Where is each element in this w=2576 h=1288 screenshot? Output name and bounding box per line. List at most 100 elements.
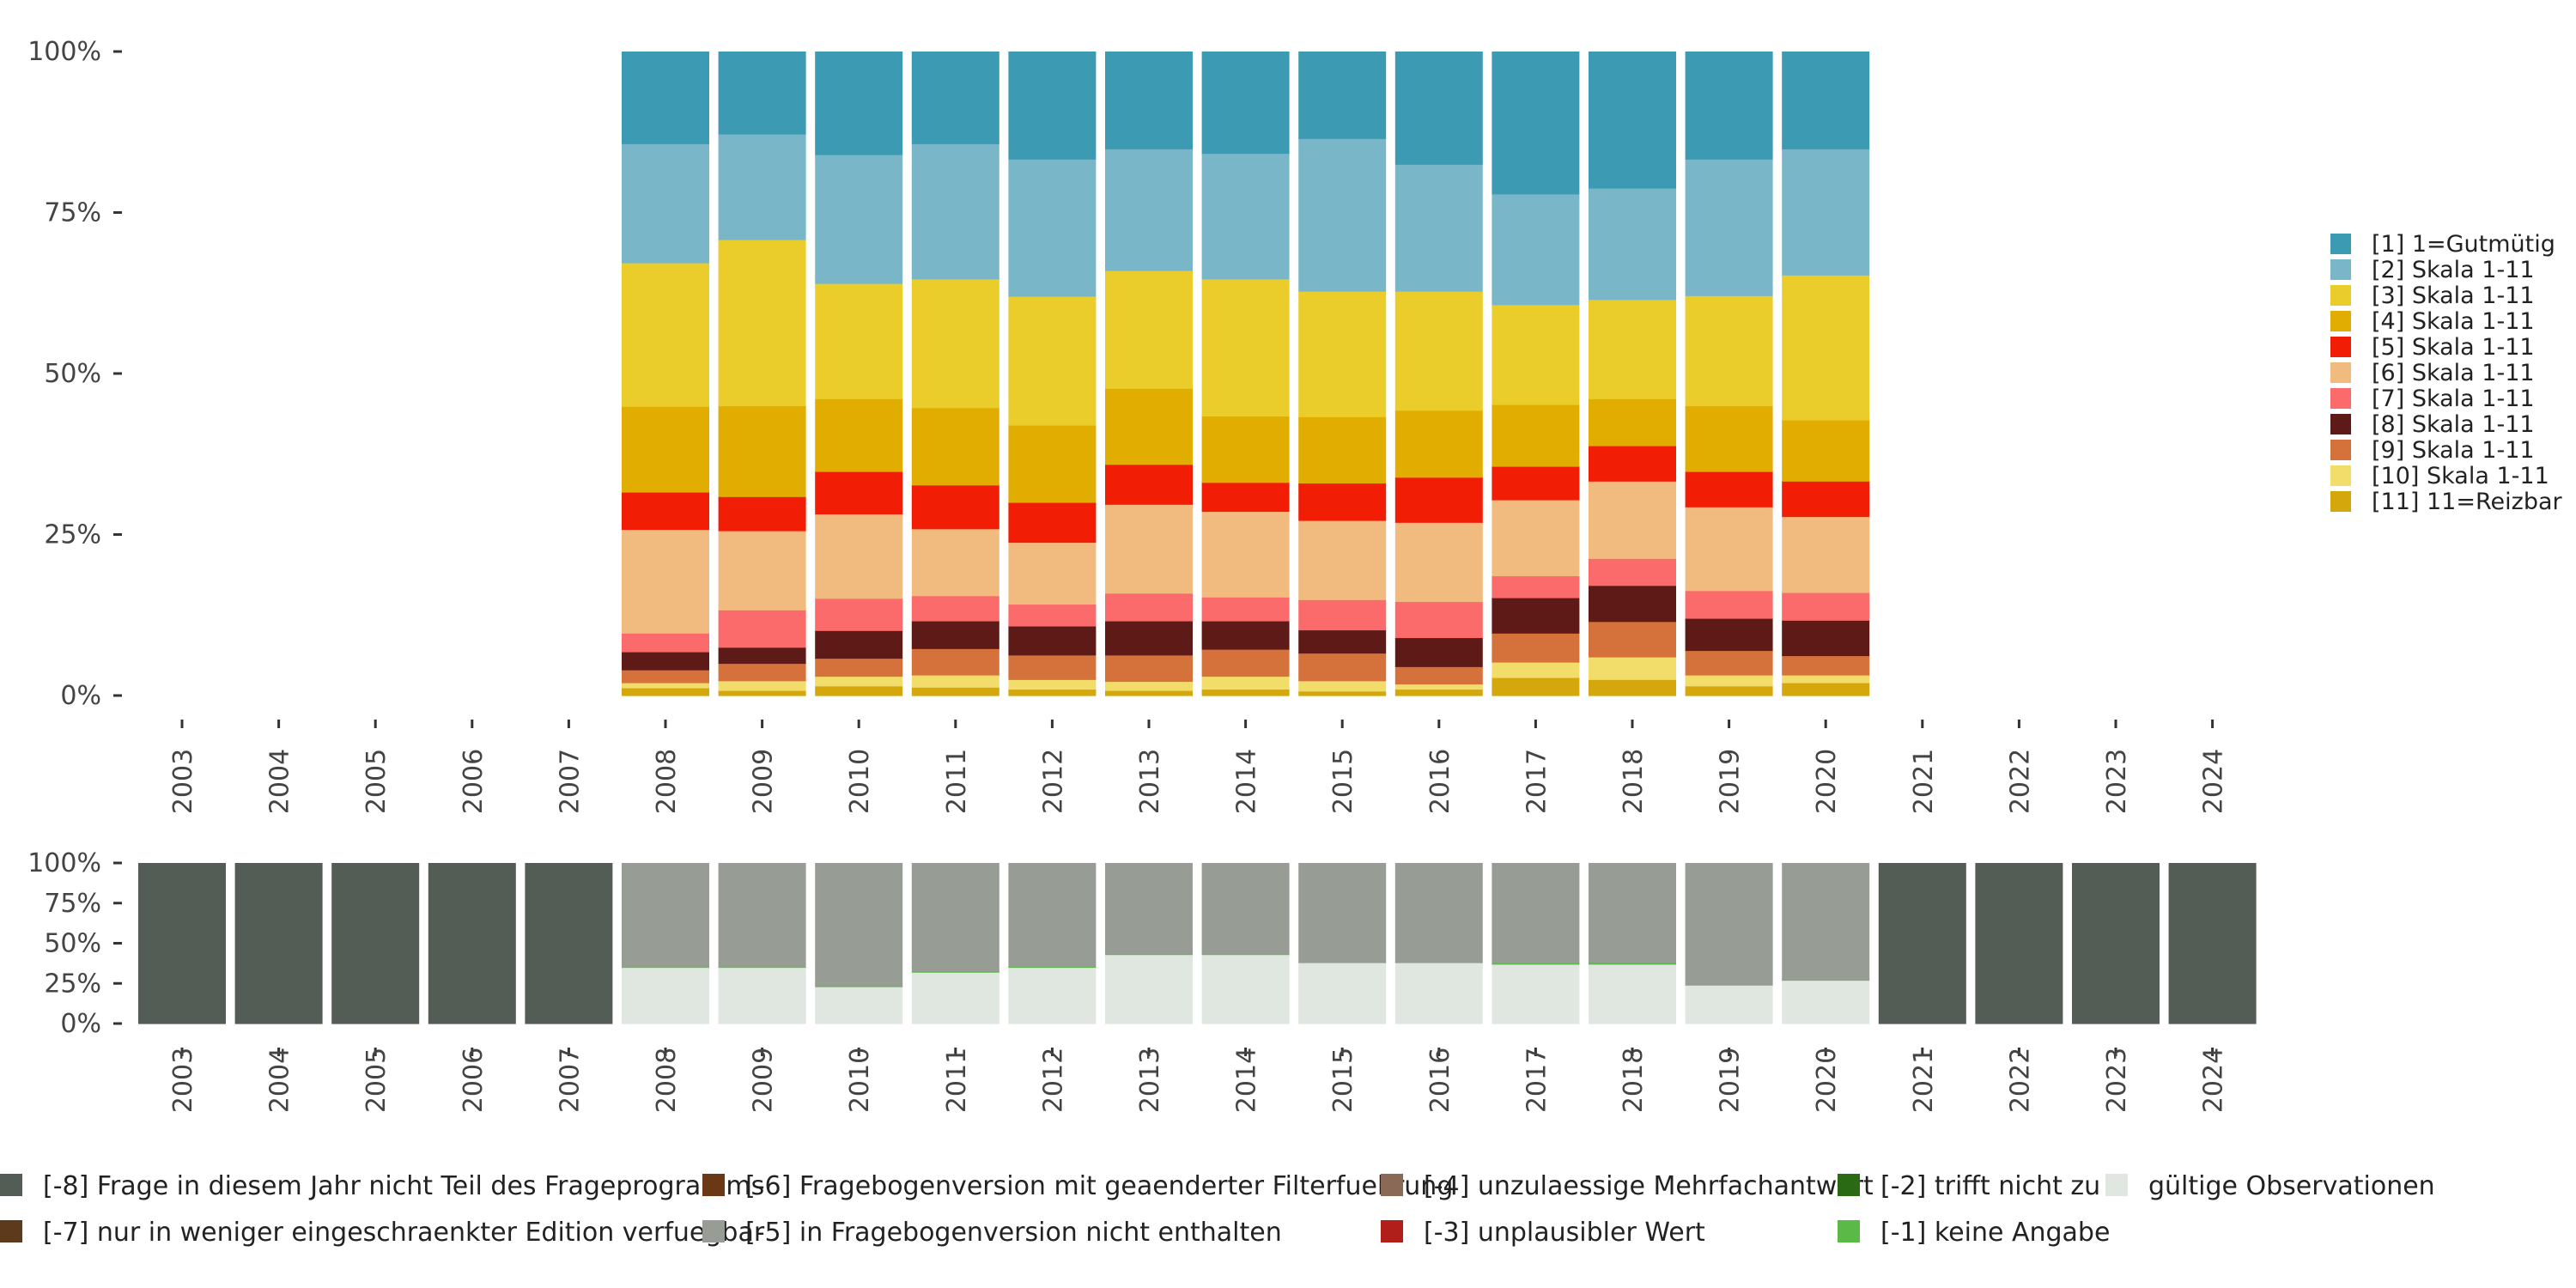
top-ytick-label: 25% [44, 520, 101, 550]
bottom-bar-segment [1105, 954, 1193, 1024]
top-bar-segment [622, 52, 709, 144]
top-bar-segment [622, 688, 709, 696]
top-bar-segment [1008, 604, 1097, 627]
bottom-bar-segment [622, 863, 709, 968]
legend-swatch [2330, 465, 2351, 486]
bottom-legend-swatch [702, 1220, 725, 1242]
bottom-bar-segment [1589, 962, 1676, 965]
top-bar-segment [622, 492, 709, 531]
bottom-xtick-label: 2022 [2005, 1048, 2035, 1113]
top-bar-segment [1201, 511, 1290, 598]
bottom-xtick-label: 2018 [1619, 1048, 1649, 1113]
top-bar-segment [718, 531, 806, 611]
bottom-bar-segment [2168, 863, 2257, 1024]
top-bar-segment [1394, 477, 1483, 523]
top-xtick-label: 2013 [1135, 749, 1165, 814]
top-bar-segment [622, 529, 709, 634]
top-bar-segment [1008, 689, 1097, 696]
legend-swatch [2330, 234, 2351, 254]
top-bar-segment [911, 595, 999, 622]
legend-label: [8] Skala 1-11 [2372, 411, 2535, 438]
bottom-bar-segment [1782, 980, 1870, 1024]
top-bar-segment [911, 407, 999, 486]
bottom-legend-swatch [0, 1220, 22, 1242]
legend-swatch [2330, 362, 2351, 383]
bottom-stacked-bar-chart: 0% 25% 50% 75% 100% 2003 2004 2005 2006 2007 2008 2… [27, 848, 2257, 1113]
top-bar-segment [1201, 153, 1290, 280]
bottom-bar-segment [525, 863, 613, 1024]
top-bar-segment [1492, 662, 1580, 678]
top-bar-segment [1105, 592, 1193, 622]
top-bar-segment [1298, 291, 1387, 417]
bottom-xtick-label: 2010 [845, 1048, 875, 1113]
top-bar-segment [1298, 629, 1387, 654]
bottom-bar-segment [622, 967, 709, 1024]
bottom-bar-segment [2072, 863, 2160, 1024]
top-bar-segment [1105, 270, 1193, 389]
legend-swatch [2330, 285, 2351, 306]
top-bar-segment [622, 263, 709, 407]
top-bar-segment [1782, 52, 1870, 149]
top-bar-segment [1782, 420, 1870, 482]
bottom-xtick-label: 2023 [2102, 1048, 2132, 1113]
top-bar-segment [1685, 618, 1773, 652]
top-xtick-label: 2004 [265, 749, 295, 814]
bottom-bar-segment [1298, 962, 1387, 1024]
top-bar-segment [718, 647, 806, 665]
bottom-bar-segment [1105, 863, 1193, 955]
bottom-legend-label: [-8] Frage in diesem Jahr nicht Teil des… [43, 1171, 764, 1201]
legend-label: [2] Skala 1-11 [2372, 257, 2535, 283]
bottom-bar-segment [1492, 963, 1580, 965]
top-bar-segment [1492, 466, 1580, 501]
top-bar-segment [1298, 416, 1387, 484]
bottom-xtick-label: 2005 [361, 1048, 392, 1113]
top-bar-segment [622, 652, 709, 671]
bottom-bar-segment [911, 971, 999, 973]
bottom-bar-segment [1201, 863, 1290, 955]
bottom-xtick-label: 2013 [1135, 1048, 1165, 1113]
top-bar-segment [911, 687, 999, 696]
bottom-legend-swatch [702, 1174, 725, 1196]
top-bar-segment [815, 513, 903, 599]
top-xtick-label: 2009 [749, 749, 779, 814]
legend-label: [5] Skala 1-11 [2372, 334, 2535, 361]
top-ytick-label: 100% [27, 37, 101, 67]
top-bar-segment [1394, 637, 1483, 667]
top-bar-segment [622, 670, 709, 683]
top-bar-segment [1589, 481, 1676, 559]
bottom-xtick-label: 2017 [1522, 1048, 1552, 1113]
top-bar-segment [815, 283, 903, 399]
top-bar-segment [1782, 592, 1870, 621]
legend-label: [3] Skala 1-11 [2372, 283, 2535, 309]
top-bar-segment [1298, 680, 1387, 692]
legend-swatch [2330, 337, 2351, 357]
top-bar-segment [1394, 666, 1483, 685]
top-bar-segment [718, 496, 806, 532]
top-bar-segment [1105, 654, 1193, 683]
bottom-ytick-label: 0% [60, 1009, 101, 1039]
top-xtick-label: 2011 [942, 749, 972, 814]
top-ytick-label: 0% [60, 681, 101, 711]
top-xtick-label: 2023 [2102, 749, 2132, 814]
top-bar-segment [815, 676, 903, 687]
top-bar-segment [1782, 275, 1870, 421]
bottom-bar-segment [1685, 863, 1773, 985]
legend-swatch [2330, 311, 2351, 331]
bottom-bar-segment [1394, 863, 1483, 963]
bottom-bar-segment [1492, 963, 1580, 1024]
bottom-xtick-label: 2021 [1909, 1048, 1939, 1113]
top-bar-segment [911, 52, 999, 144]
bottom-xtick-label: 2016 [1425, 1048, 1455, 1113]
top-bar-segment [1201, 278, 1290, 417]
top-bar-segment [1394, 164, 1483, 292]
top-bar-segment [1298, 520, 1387, 600]
top-bar-segment [1589, 446, 1676, 482]
legend-swatch [2330, 388, 2351, 409]
top-bar-segment [911, 528, 999, 597]
top-bar-segment [1105, 504, 1193, 594]
top-bar-segment [718, 680, 806, 691]
top-xtick-label: 2017 [1522, 749, 1552, 814]
top-bar-segment [1394, 410, 1483, 478]
bottom-bar-segment [1298, 863, 1387, 963]
legend-label: [9] Skala 1-11 [2372, 437, 2535, 464]
